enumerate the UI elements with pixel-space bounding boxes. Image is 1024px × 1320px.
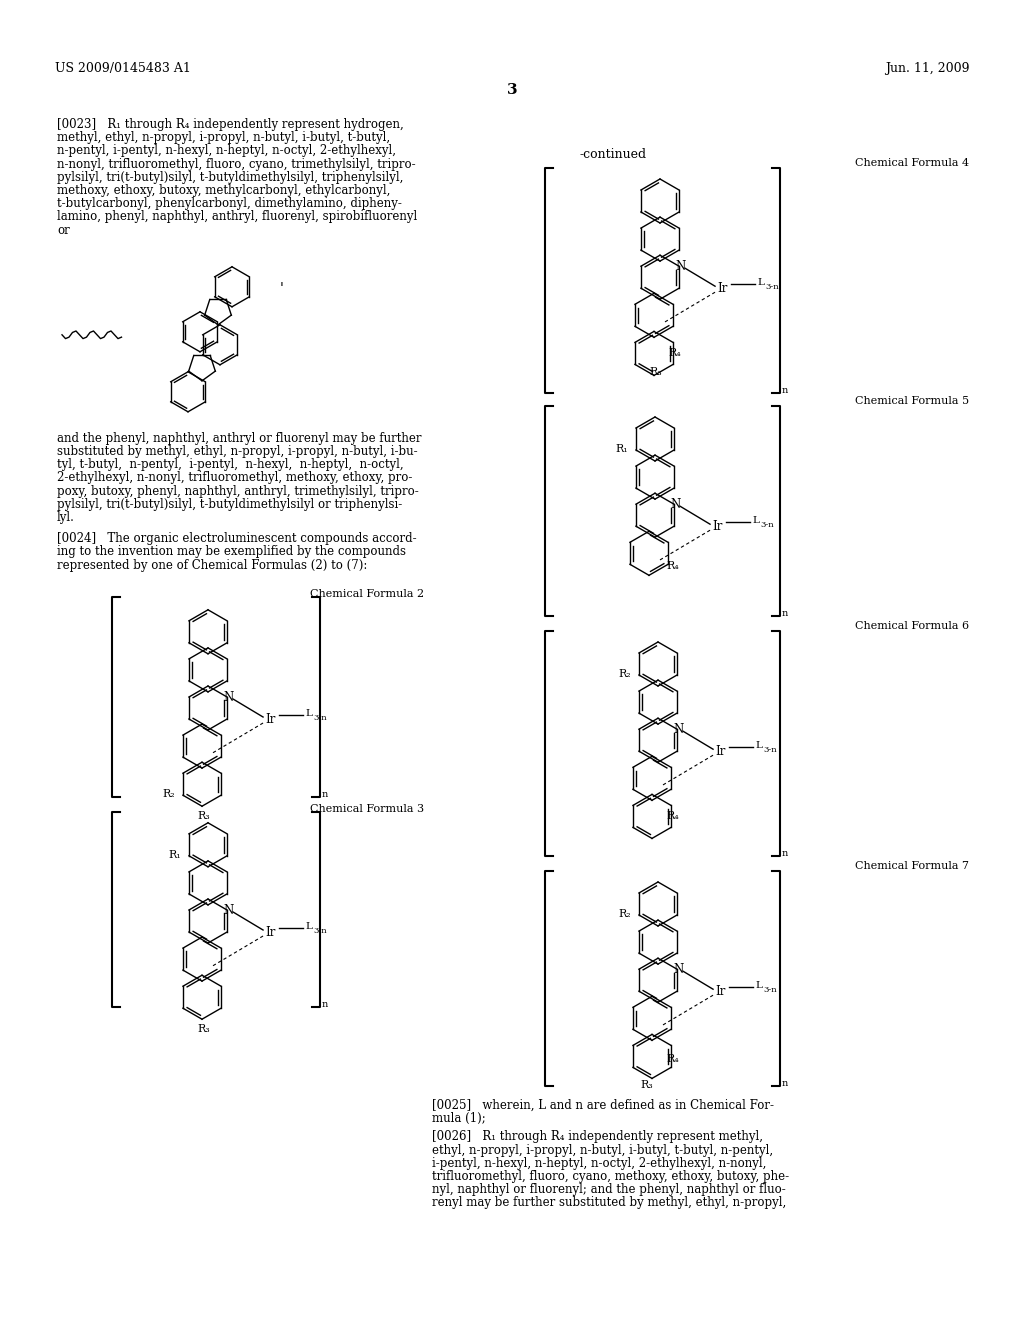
Text: Jun. 11, 2009: Jun. 11, 2009 (886, 62, 970, 75)
Text: R₄: R₄ (666, 561, 679, 572)
Text: n: n (782, 385, 788, 395)
Text: L: L (755, 981, 762, 990)
Text: Ir: Ir (265, 713, 275, 726)
Text: Ir: Ir (712, 520, 722, 533)
Text: R₂: R₂ (618, 669, 631, 678)
Text: 3-n: 3-n (313, 927, 327, 935)
Text: R₂: R₂ (162, 789, 175, 799)
Text: Chemical Formula 6: Chemical Formula 6 (855, 620, 969, 631)
Text: 3-n: 3-n (765, 284, 778, 292)
Text: ethyl, n-propyl, i-propyl, n-butyl, i-butyl, t-butyl, n-pentyl,: ethyl, n-propyl, i-propyl, n-butyl, i-bu… (432, 1143, 773, 1156)
Text: R₃: R₃ (197, 1024, 210, 1035)
Text: R₁: R₁ (168, 850, 180, 859)
Text: [0025]   wherein, L and n are defined as in Chemical For-: [0025] wherein, L and n are defined as i… (432, 1100, 774, 1111)
Text: 3-n: 3-n (760, 521, 774, 529)
Text: US 2009/0145483 A1: US 2009/0145483 A1 (55, 62, 190, 75)
Text: R₄: R₄ (668, 348, 681, 359)
Text: represented by one of Chemical Formulas (2) to (7):: represented by one of Chemical Formulas … (57, 558, 368, 572)
Text: 3-n: 3-n (763, 746, 776, 754)
Text: L: L (757, 279, 764, 288)
Text: i-pentyl, n-hexyl, n-heptyl, n-octyl, 2-ethylhexyl, n-nonyl,: i-pentyl, n-hexyl, n-heptyl, n-octyl, 2-… (432, 1156, 766, 1170)
Text: N: N (223, 690, 233, 704)
Text: R₃: R₃ (197, 812, 210, 821)
Text: lyl.: lyl. (57, 511, 75, 524)
Text: [0026]   R₁ through R₄ independently represent methyl,: [0026] R₁ through R₄ independently repre… (432, 1130, 763, 1143)
Text: R₄: R₄ (666, 1055, 679, 1064)
Text: pylsilyl, tri(t-butyl)silyl, t-butyldimethylsilyl, triphenylsilyl,: pylsilyl, tri(t-butyl)silyl, t-butyldime… (57, 170, 403, 183)
Text: N: N (675, 260, 685, 273)
Text: R₁: R₁ (615, 444, 628, 454)
Text: or: or (57, 223, 70, 236)
Text: tyl, t-butyl,  n-pentyl,  i-pentyl,  n-hexyl,  n-heptyl,  n-octyl,: tyl, t-butyl, n-pentyl, i-pentyl, n-hexy… (57, 458, 403, 471)
Text: nyl, naphthyl or fluorenyl; and the phenyl, naphthyl or fluo-: nyl, naphthyl or fluorenyl; and the phen… (432, 1183, 785, 1196)
Text: n: n (322, 999, 329, 1008)
Text: trifluoromethyl, fluoro, cyano, methoxy, ethoxy, butoxy, phe-: trifluoromethyl, fluoro, cyano, methoxy,… (432, 1170, 790, 1183)
Text: R₂: R₂ (618, 909, 631, 919)
Text: [0023]   R₁ through R₄ independently represent hydrogen,: [0023] R₁ through R₄ independently repre… (57, 117, 403, 131)
Text: Chemical Formula 7: Chemical Formula 7 (855, 861, 969, 871)
Text: ': ' (280, 281, 284, 296)
Text: L: L (305, 709, 312, 718)
Text: n-nonyl, trifluoromethyl, fluoro, cyano, trimethylsilyl, tripro-: n-nonyl, trifluoromethyl, fluoro, cyano,… (57, 157, 416, 170)
Text: methoxy, ethoxy, butoxy, methylcarbonyl, ethylcarbonyl,: methoxy, ethoxy, butoxy, methylcarbonyl,… (57, 183, 390, 197)
Text: t-butylcarbonyl, phenylcarbonyl, dimethylamino, dipheny-: t-butylcarbonyl, phenylcarbonyl, dimethy… (57, 197, 401, 210)
Text: N: N (670, 498, 680, 511)
Text: -continued: -continued (580, 148, 647, 161)
Text: N: N (673, 964, 683, 977)
Text: Ir: Ir (715, 746, 725, 758)
Text: methyl, ethyl, n-propyl, i-propyl, n-butyl, i-butyl, t-butyl,: methyl, ethyl, n-propyl, i-propyl, n-but… (57, 131, 390, 144)
Text: n: n (322, 789, 329, 799)
Text: R₃: R₃ (649, 367, 662, 378)
Text: ing to the invention may be exemplified by the compounds: ing to the invention may be exemplified … (57, 545, 406, 558)
Text: Chemical Formula 2: Chemical Formula 2 (310, 589, 424, 599)
Text: N: N (673, 723, 683, 737)
Text: substituted by methyl, ethyl, n-propyl, i-propyl, n-butyl, i-bu-: substituted by methyl, ethyl, n-propyl, … (57, 445, 418, 458)
Text: Chemical Formula 4: Chemical Formula 4 (855, 158, 969, 168)
Text: n: n (782, 1078, 788, 1088)
Text: R₃: R₃ (640, 1081, 652, 1090)
Text: 3-n: 3-n (313, 714, 327, 722)
Text: Chemical Formula 3: Chemical Formula 3 (310, 804, 424, 814)
Text: and the phenyl, naphthyl, anthryl or fluorenyl may be further: and the phenyl, naphthyl, anthryl or flu… (57, 432, 422, 445)
Text: Chemical Formula 5: Chemical Formula 5 (855, 396, 969, 407)
Text: L: L (755, 742, 762, 750)
Text: L: L (752, 516, 759, 525)
Text: R₄: R₄ (666, 812, 679, 821)
Text: poxy, butoxy, phenyl, naphthyl, anthryl, trimethylsilyl, tripro-: poxy, butoxy, phenyl, naphthyl, anthryl,… (57, 484, 419, 498)
Text: n-pentyl, i-pentyl, n-hexyl, n-heptyl, n-octyl, 2-ethylhexyl,: n-pentyl, i-pentyl, n-hexyl, n-heptyl, n… (57, 144, 396, 157)
Text: Ir: Ir (717, 282, 727, 296)
Text: Ir: Ir (265, 927, 275, 939)
Text: 2-ethylhexyl, n-nonyl, trifluoromethyl, methoxy, ethoxy, pro-: 2-ethylhexyl, n-nonyl, trifluoromethyl, … (57, 471, 413, 484)
Text: pylsilyl, tri(t-butyl)silyl, t-butyldimethylsilyl or triphenylsi-: pylsilyl, tri(t-butyl)silyl, t-butyldime… (57, 498, 402, 511)
Text: lamino, phenyl, naphthyl, anthryl, fluorenyl, spirobifluorenyl: lamino, phenyl, naphthyl, anthryl, fluor… (57, 210, 417, 223)
Text: n: n (782, 849, 788, 858)
Text: [0024]   The organic electroluminescent compounds accord-: [0024] The organic electroluminescent co… (57, 532, 417, 545)
Text: renyl may be further substituted by methyl, ethyl, n-propyl,: renyl may be further substituted by meth… (432, 1196, 786, 1209)
Text: 3: 3 (507, 83, 517, 96)
Text: mula (1);: mula (1); (432, 1113, 485, 1125)
Text: 3-n: 3-n (763, 986, 776, 994)
Text: Ir: Ir (715, 985, 725, 998)
Text: L: L (305, 921, 312, 931)
Text: n: n (782, 609, 788, 618)
Text: N: N (223, 904, 233, 917)
